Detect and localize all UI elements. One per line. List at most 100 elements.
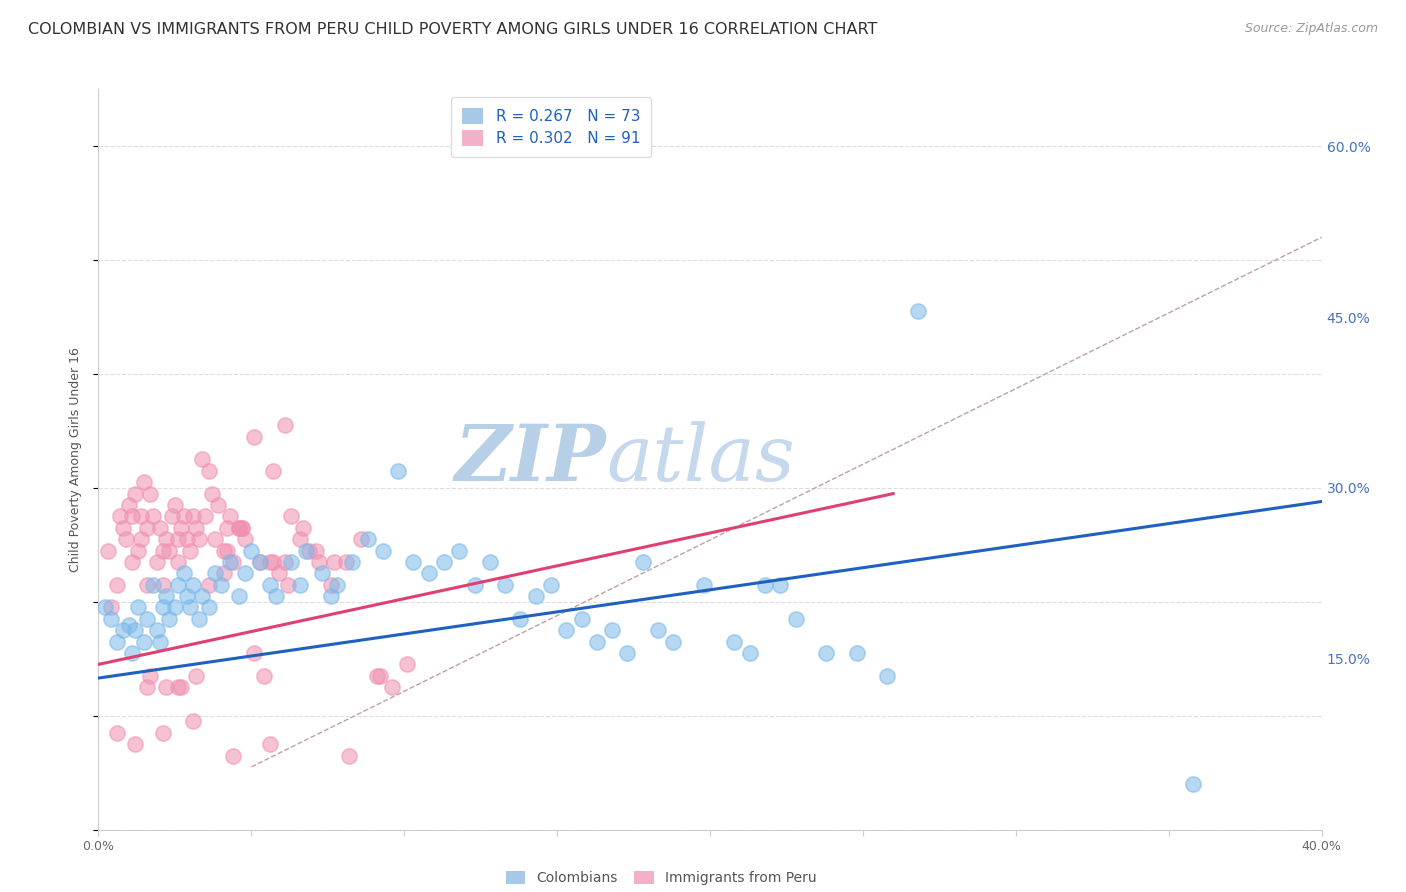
Point [136,521,159,535]
Point [368,669,391,683]
Point [186,669,208,683]
Point [209,577,232,591]
Point [600,624,623,638]
Point [121,646,143,660]
Point [290,577,312,591]
Point [319,577,342,591]
Point [280,509,302,524]
Point [509,612,531,626]
Point [252,669,274,683]
Point [136,680,159,694]
Point [173,509,195,524]
Point [723,634,745,648]
Point [181,714,204,729]
Point [145,555,167,569]
Point [179,543,201,558]
Point [464,577,486,591]
Point [188,532,211,546]
Point [155,589,177,603]
Point [121,555,143,569]
Point [267,566,290,581]
Point [402,555,425,569]
Point [176,589,198,603]
Point [152,600,174,615]
Point [129,509,152,524]
Point [115,532,138,546]
Point [152,543,174,558]
Point [142,509,165,524]
Point [136,577,159,591]
Point [616,646,638,660]
Point [155,680,177,694]
Point [418,566,440,581]
Point [139,669,162,683]
Point [308,555,330,569]
Point [212,543,235,558]
Point [163,600,186,615]
Point [145,624,167,638]
Point [304,543,326,558]
Point [785,612,807,626]
Point [322,555,344,569]
Point [170,521,193,535]
Point [371,543,394,558]
Point [212,566,235,581]
Y-axis label: Child Poverty Among Girls Under 16: Child Poverty Among Girls Under 16 [69,347,83,572]
Point [277,577,299,591]
Point [240,543,263,558]
Point [326,577,349,591]
Point [100,612,122,626]
Point [118,498,141,512]
Point [259,555,281,569]
Point [298,543,321,558]
Point [233,532,256,546]
Point [754,577,776,591]
Point [311,566,333,581]
Point [845,646,868,660]
Point [540,577,562,591]
Point [356,532,378,546]
Point [179,600,201,615]
Point [350,532,373,546]
Point [111,624,134,638]
Text: ZIP: ZIP [454,421,606,498]
Point [243,429,266,443]
Point [149,634,172,648]
Point [152,577,174,591]
Point [108,509,131,524]
Point [769,577,792,591]
Point [222,555,245,569]
Point [197,464,219,478]
Point [231,521,253,535]
Point [100,600,122,615]
Point [295,543,318,558]
Point [127,600,149,615]
Point [231,521,253,535]
Point [188,612,211,626]
Point [280,555,302,569]
Point [228,521,250,535]
Point [127,543,149,558]
Point [176,532,198,546]
Point [167,532,190,546]
Point [337,748,360,763]
Point [111,521,134,535]
Point [387,464,409,478]
Point [105,577,128,591]
Point [170,680,193,694]
Legend: Colombians, Immigrants from Peru: Colombians, Immigrants from Peru [502,867,821,889]
Point [631,555,654,569]
Point [274,555,297,569]
Point [259,737,281,751]
Point [186,521,208,535]
Point [97,543,120,558]
Point [815,646,838,660]
Point [105,725,128,739]
Point [292,521,315,535]
Point [142,577,165,591]
Point [167,577,190,591]
Point [160,509,183,524]
Point [1182,777,1205,791]
Point [571,612,593,626]
Point [149,521,172,535]
